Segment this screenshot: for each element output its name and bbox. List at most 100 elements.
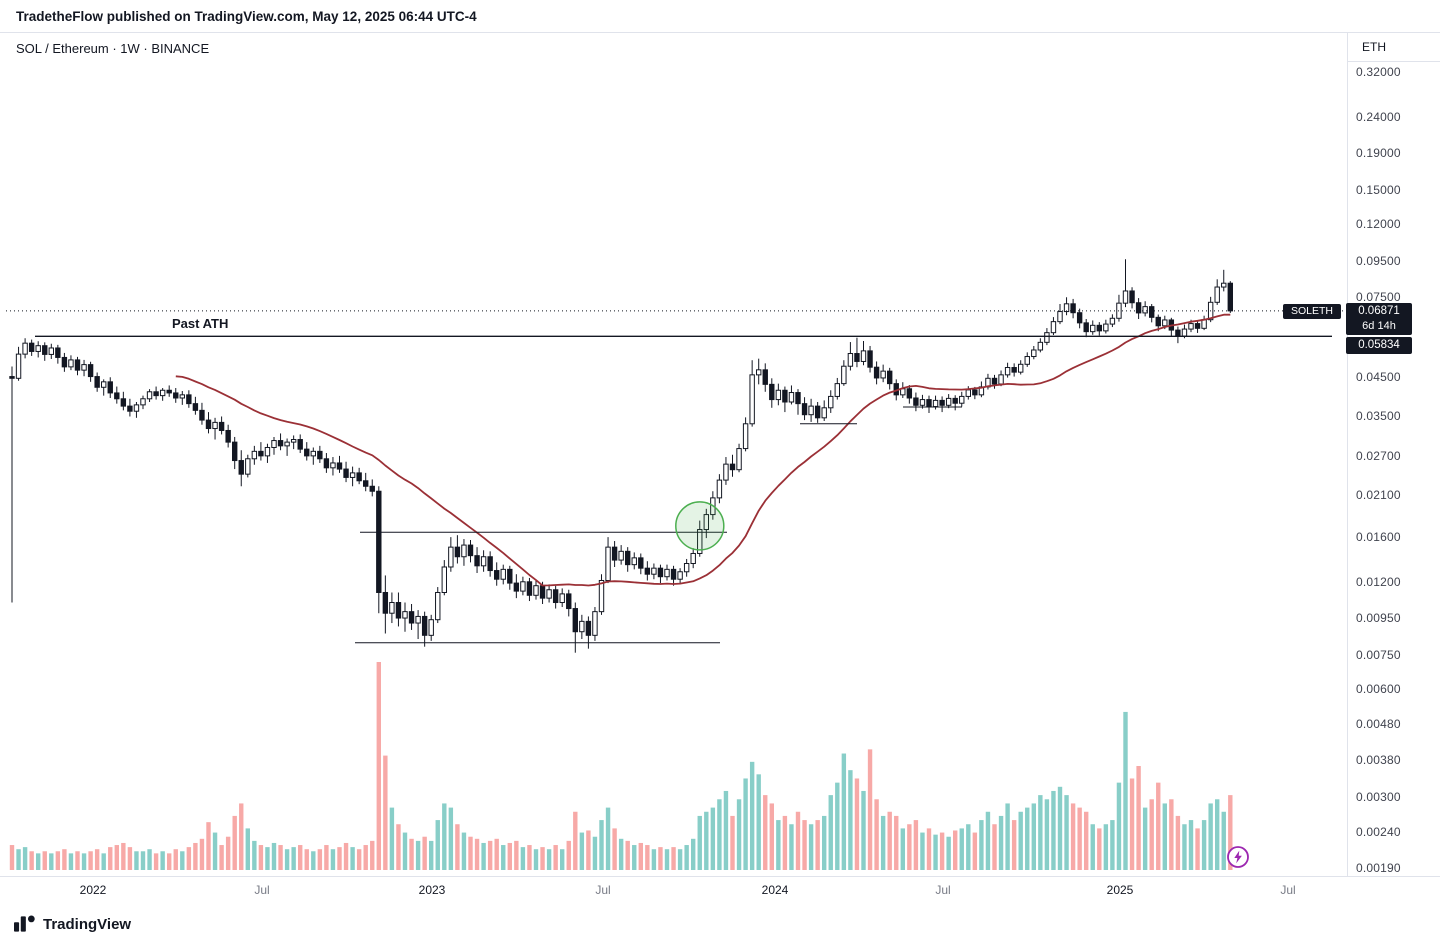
volume-bar <box>573 811 578 870</box>
candle-body <box>474 555 480 567</box>
time-tick-label: 2023 <box>418 883 446 897</box>
candle-body <box>723 463 729 481</box>
price-axis-unit[interactable]: ETH <box>1348 32 1440 62</box>
price-chart[interactable] <box>0 0 1347 902</box>
candle-body <box>991 377 998 385</box>
volume-bar <box>121 842 126 870</box>
volume-bar <box>429 840 434 870</box>
boost-icon[interactable] <box>1226 845 1250 869</box>
volume-bar <box>1175 815 1181 870</box>
candle-body <box>389 602 395 614</box>
candle-body <box>611 546 618 561</box>
candle-body <box>742 423 749 450</box>
volume-bar <box>101 853 106 870</box>
volume-bar <box>546 849 552 870</box>
volume-bar <box>769 803 774 870</box>
volume-bar <box>638 842 643 870</box>
candle-body <box>133 404 140 412</box>
volume-bar <box>553 845 558 870</box>
volume-bar <box>586 830 591 870</box>
candle-body <box>467 544 474 557</box>
candle-body <box>998 374 1004 385</box>
price-tick-label: 0.07500 <box>1356 290 1401 304</box>
price-tick-label: 0.00240 <box>1356 825 1401 839</box>
candle-body <box>1083 322 1089 333</box>
candle-body <box>788 392 795 403</box>
candle-body <box>716 479 723 499</box>
volume-bar <box>533 849 539 870</box>
volume-bar <box>252 840 257 870</box>
candle-body <box>22 342 28 355</box>
candle-body <box>205 419 212 430</box>
price-tick-label: 0.04500 <box>1356 370 1401 384</box>
volume-bar <box>324 845 329 870</box>
volume-bar <box>1221 811 1226 870</box>
candle-body <box>683 563 690 573</box>
volume-bar <box>704 811 709 870</box>
candle-body <box>1024 356 1030 365</box>
candle-body <box>1076 312 1083 324</box>
volume-bar <box>959 828 964 870</box>
price-tick-label: 0.19000 <box>1356 146 1401 160</box>
volume-bar <box>311 851 316 870</box>
candle-body <box>592 611 598 636</box>
candle-body <box>369 485 375 492</box>
candle-body <box>566 593 572 610</box>
volume-bar <box>1005 803 1010 870</box>
price-tick-label: 0.00750 <box>1356 648 1401 662</box>
candle-body <box>336 462 343 470</box>
candle-body <box>186 394 192 405</box>
ath-price-label: 0.05834 <box>1346 337 1412 354</box>
candle-body <box>1057 311 1063 323</box>
time-axis[interactable]: 2022 Jul 2023 Jul 2024 Jul 2025 Jul <box>0 876 1440 904</box>
highlight-circle[interactable] <box>675 501 725 551</box>
candle-body <box>533 585 539 596</box>
candle-body <box>61 356 68 368</box>
candle-body <box>926 399 932 408</box>
volume-bar <box>730 815 735 870</box>
volume-bar <box>1129 778 1135 870</box>
volume-bar <box>861 790 866 870</box>
volume-bar <box>49 853 54 870</box>
candle-body <box>952 397 958 404</box>
candle-body <box>631 557 637 566</box>
candle-body <box>854 353 860 362</box>
volume-bar <box>494 838 499 870</box>
volume-bar <box>566 840 571 870</box>
candle-body <box>1162 319 1168 327</box>
candle-body <box>500 568 506 580</box>
candle-body <box>35 345 41 352</box>
candle-body <box>264 446 271 457</box>
volume-bar <box>658 847 663 870</box>
volume-bar <box>127 847 133 870</box>
footer-brand[interactable]: TradingView <box>14 913 131 935</box>
volume-bar <box>920 832 925 870</box>
price-tick-label: 0.00600 <box>1356 682 1401 696</box>
candle-body <box>107 381 113 394</box>
volume-bar <box>880 815 886 870</box>
candle-body <box>461 544 467 558</box>
volume-bar <box>1025 807 1030 870</box>
candle-body <box>801 403 808 416</box>
price-axis-divider <box>1347 32 1348 902</box>
chart-symbol-title[interactable]: SOL / Ethereum · 1W · BINANCE <box>16 41 210 56</box>
price-axis[interactable]: 0.32000 0.24000 0.19000 0.15000 0.12000 0.095… <box>1356 0 1440 902</box>
candle-body <box>1018 363 1024 373</box>
volume-bar <box>599 820 604 870</box>
volume-bar <box>94 849 100 870</box>
candle-body <box>887 370 893 385</box>
candle-body <box>428 619 434 636</box>
past-ath-label[interactable]: Past ATH <box>172 316 229 331</box>
price-tick-label: 0.00190 <box>1356 861 1401 875</box>
brand-text[interactable]: TradingView <box>43 915 132 933</box>
candle-body <box>598 579 605 613</box>
price-tick-label: 0.01600 <box>1356 530 1401 544</box>
volume-bar <box>343 842 349 870</box>
volume-bar <box>1110 820 1115 870</box>
candle-body <box>847 353 854 367</box>
candle-body <box>245 458 251 475</box>
volume-bar <box>167 853 172 870</box>
volume-bar <box>697 815 702 870</box>
volume-bar <box>723 790 729 870</box>
volume-bar <box>1201 820 1207 870</box>
